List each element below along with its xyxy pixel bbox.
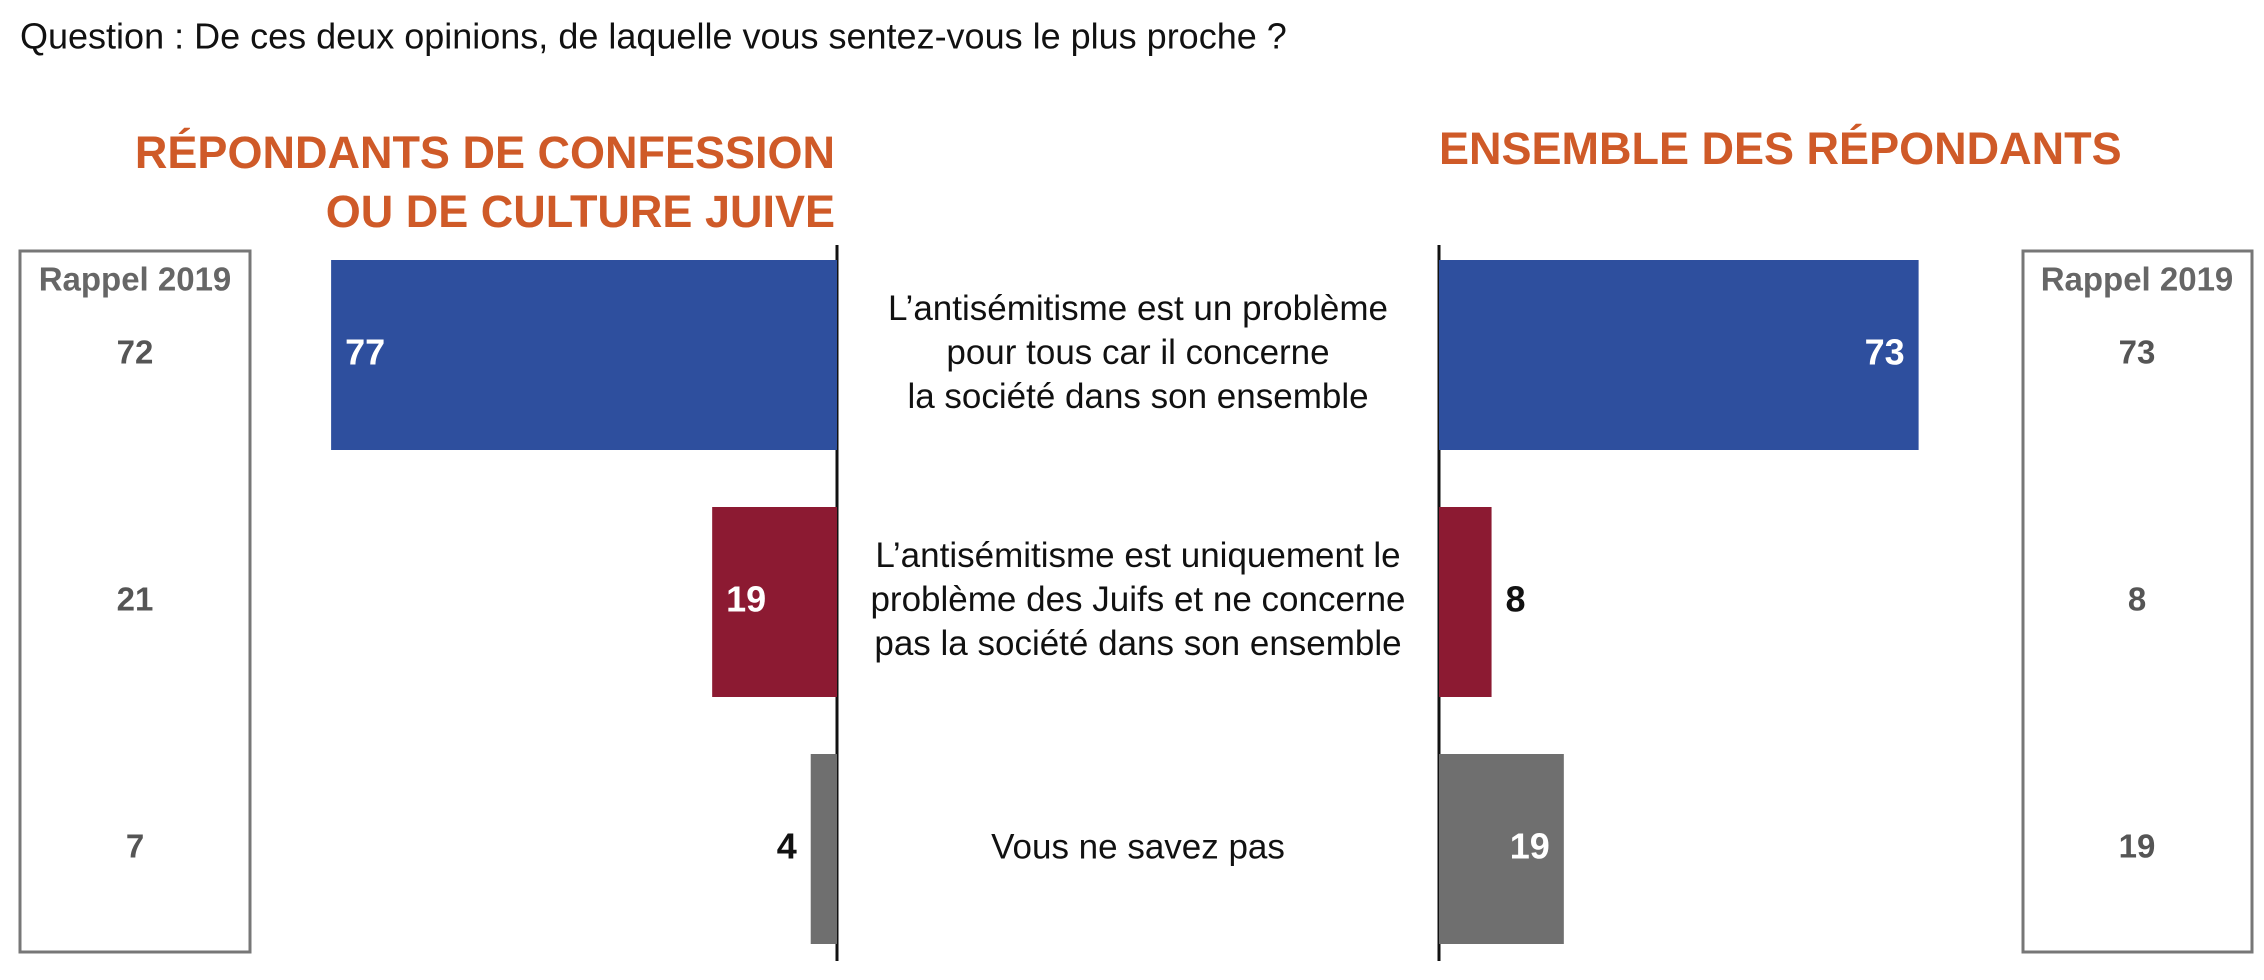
recall-value: 73 <box>2119 334 2156 371</box>
category-label: Vous ne savez pas <box>991 827 1285 866</box>
bar <box>331 260 837 450</box>
recall-label: Rappel 2019 <box>39 261 232 298</box>
value-label: 19 <box>726 579 766 620</box>
recall-box <box>2021 249 2254 954</box>
series-title: ENSEMBLE DES RÉPONDANTS <box>1439 123 2122 174</box>
value-label: 4 <box>777 826 797 867</box>
question: Question : De ces deux opinions, de laqu… <box>20 16 1287 57</box>
value-label: 73 <box>1865 332 1905 373</box>
bar <box>810 754 837 944</box>
category-label: L’antisémitisme est un problème pour tous… <box>888 289 1388 416</box>
bar <box>1439 260 1919 450</box>
recall-value: 7 <box>126 828 144 865</box>
recall-value: 8 <box>2128 581 2146 618</box>
value-label: 8 <box>1506 579 1526 620</box>
bar <box>1439 754 1564 944</box>
value-label: 77 <box>345 332 385 373</box>
recall-label: Rappel 2019 <box>2041 261 2234 298</box>
recall-value: 19 <box>2119 828 2156 865</box>
bar <box>712 507 837 697</box>
recall-value: 72 <box>117 334 154 371</box>
bar <box>1439 507 1492 697</box>
category-label: L’antisémitisme est uniquement le problèm… <box>870 536 1405 663</box>
recall-value: 21 <box>117 581 154 618</box>
value-label: 19 <box>1510 826 1550 867</box>
series-title: RÉPONDANTS DE CONFESSION OU DE CULTURE JU… <box>135 127 835 237</box>
recall-box <box>18 249 252 954</box>
